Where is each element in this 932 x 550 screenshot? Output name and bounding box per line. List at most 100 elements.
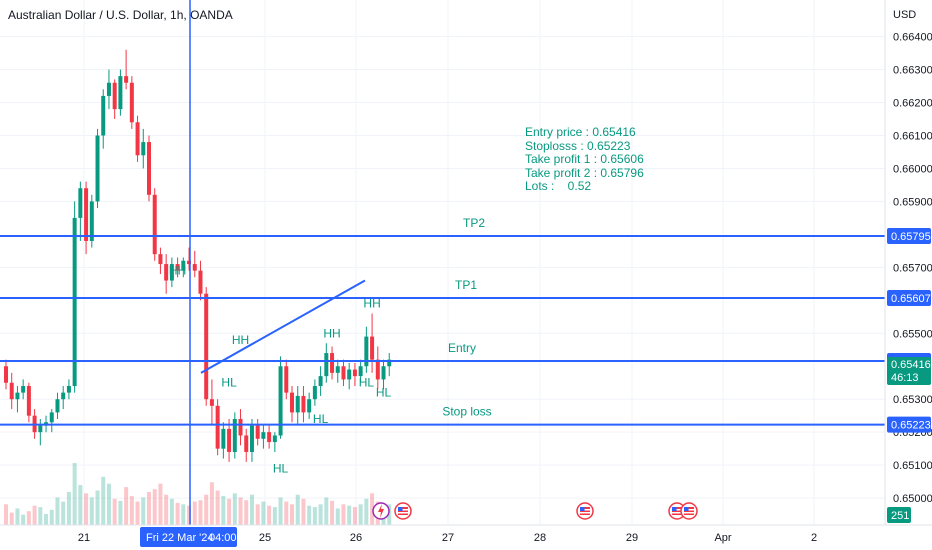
candle-body <box>352 369 357 377</box>
volume-bar <box>364 498 369 525</box>
level-label: Entry <box>448 341 476 355</box>
candle-body <box>55 399 60 413</box>
candle-body <box>129 82 134 123</box>
volume-bar <box>124 487 129 525</box>
entry-price-note: Entry price : 0.65416 <box>525 125 636 139</box>
candle-body <box>318 376 323 387</box>
level-lines[interactable]: TP2 TP1 Entry Stop loss <box>0 216 885 426</box>
candle-body <box>169 264 174 281</box>
chart-title: Australian Dollar / U.S. Dollar, 1h, OAN… <box>8 8 233 22</box>
price-badge[interactable] <box>887 416 931 433</box>
candle-body <box>358 366 363 377</box>
volume-bar <box>330 500 335 525</box>
candle-body <box>84 188 89 241</box>
volume-bar <box>272 507 277 525</box>
volume-bar <box>341 504 346 525</box>
candle-body <box>141 142 146 156</box>
volume-bar <box>4 504 8 525</box>
price-badge-label: 0.65223 <box>891 420 931 432</box>
volume-bar <box>66 491 71 525</box>
candle-body <box>187 260 192 265</box>
us-flag-icon[interactable] <box>576 502 594 520</box>
candle-body <box>124 76 129 83</box>
candle-body <box>4 366 8 383</box>
economic-event-icon[interactable] <box>372 502 390 520</box>
swing-annotation: HH <box>169 264 186 278</box>
volume-bar <box>232 493 237 525</box>
time-tick-label: Apr <box>714 532 731 544</box>
volume-bar <box>352 507 357 525</box>
trade-info-panel: Entry price : 0.65416 Stoplosss : 0.6522… <box>525 125 644 194</box>
trend-line <box>200 279 366 374</box>
candle-body <box>387 359 392 367</box>
candle-body <box>72 217 77 387</box>
volume-bar <box>244 500 249 525</box>
candle-body <box>49 412 54 423</box>
lots-note: Lots : 0.52 <box>525 179 592 193</box>
volume-bar <box>61 501 66 525</box>
time-tick-label: 2 <box>811 532 817 544</box>
price-tick-label: 0.66300 <box>893 65 932 77</box>
currency-label[interactable]: USD <box>893 9 917 21</box>
volume-bar <box>49 509 54 525</box>
event-icons[interactable] <box>372 502 698 520</box>
level-label: TP2 <box>463 216 485 230</box>
candle-body <box>147 142 151 195</box>
candle-body <box>341 366 346 380</box>
us-flag-icon[interactable] <box>394 502 412 520</box>
volume-bar <box>32 505 37 525</box>
level-label: Stop loss <box>442 405 491 419</box>
volume-bar <box>9 512 14 525</box>
flag-stripe-white <box>580 512 590 514</box>
volume-bar <box>44 513 49 525</box>
candle-body <box>255 425 260 439</box>
volume-bar <box>106 483 111 525</box>
price-badge[interactable] <box>887 290 931 307</box>
candle-body <box>272 435 277 443</box>
candle-body <box>198 270 203 294</box>
volume-bar <box>215 490 220 525</box>
candle-body <box>158 254 163 265</box>
candle-body <box>244 435 249 452</box>
volume-bar <box>89 497 94 525</box>
flag-canton <box>672 507 677 511</box>
candle-body <box>9 382 14 400</box>
candle-body <box>106 82 111 96</box>
candle-body <box>330 353 335 373</box>
volume-bar <box>55 497 60 525</box>
volume-bar <box>255 504 260 525</box>
flag-stripe-white <box>684 509 694 511</box>
volume-bar <box>249 494 254 525</box>
swing-annotation: HL <box>273 461 289 475</box>
volume-bar <box>175 502 180 525</box>
price-badge[interactable] <box>887 228 931 245</box>
volume-bar <box>78 485 83 525</box>
swing-annotation: HH <box>323 326 340 340</box>
volume-bar <box>261 501 266 525</box>
flag-stripe-white <box>672 509 682 511</box>
us-flag-icon[interactable] <box>680 502 698 520</box>
volume-bar <box>15 508 20 525</box>
swing-annotation: HL <box>376 386 392 400</box>
volume-bar <box>284 501 289 525</box>
volume-bar <box>370 493 375 525</box>
take-profit-2-note: Take profit 2 : 0.65796 <box>525 165 644 180</box>
candle-body <box>112 82 117 110</box>
candle-body <box>61 392 66 400</box>
volume-bar <box>158 483 163 525</box>
volume-bar <box>21 514 26 525</box>
volume-badge-label: 251 <box>891 510 909 522</box>
candle-body <box>347 369 352 380</box>
volume-bar <box>278 497 283 525</box>
last-price-badge[interactable] <box>887 356 931 385</box>
volume-bar <box>95 490 100 525</box>
price-tick-label: 0.65100 <box>893 460 932 472</box>
candle-body <box>307 399 312 413</box>
candle-body <box>324 353 329 377</box>
price-tick-label: 0.65500 <box>893 328 932 340</box>
candle-body <box>232 418 237 452</box>
volume-bar <box>221 496 226 525</box>
candle-body <box>15 392 20 400</box>
